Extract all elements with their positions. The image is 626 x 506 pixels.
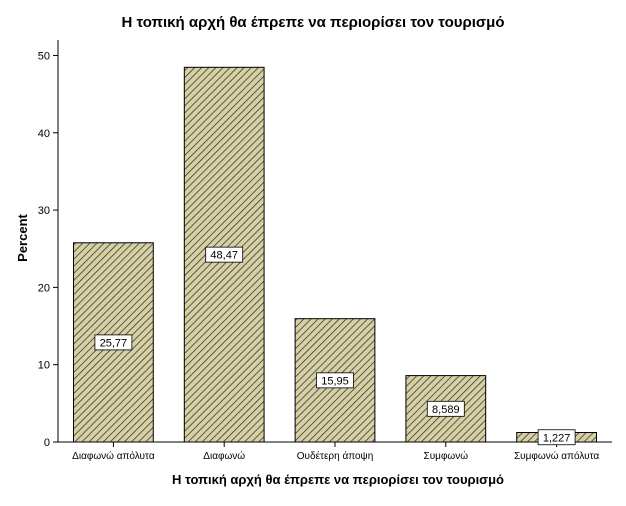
y-tick-label: 0 — [44, 437, 50, 449]
y-axis-label: Percent — [15, 213, 30, 261]
data-label-box — [94, 334, 133, 351]
x-tick-label: Διαφωνώ — [203, 450, 245, 462]
bars-group: 25,77 48,47 15,95 8,589 1,227 — [73, 66, 597, 446]
data-label-box — [537, 429, 576, 446]
data-label: 1,227 — [543, 432, 571, 444]
data-label-box — [426, 400, 465, 417]
data-label-box — [316, 372, 354, 389]
x-tick-label: Συμφωνώ — [424, 450, 469, 462]
y-tick-label: 50 — [38, 50, 50, 62]
chart-title: Η τοπική αρχή θα έπρεπε να περιορίσει το… — [121, 14, 504, 31]
x-axis: Διαφωνώ απόλυτα Διαφωνώ Ουδέτερη άποψη Συμφ… — [58, 441, 612, 462]
data-label-box — [205, 246, 244, 263]
x-tick-label: Ουδέτερη άποψη — [297, 450, 374, 462]
y-tick-label: 30 — [38, 205, 50, 217]
data-label: 8,589 — [432, 404, 460, 416]
y-tick-label: 40 — [38, 128, 50, 140]
data-label: 48,47 — [210, 250, 238, 262]
y-axis: 0 10 20 30 40 50 — [38, 40, 59, 449]
y-tick-label: 10 — [38, 360, 50, 372]
data-label: 15,95 — [321, 375, 349, 387]
x-tick-label: Συμφωνώ απόλυτα — [514, 450, 599, 462]
x-axis-label: Η τοπική αρχή θα έπρεπε να περιορίσει το… — [172, 472, 504, 487]
x-tick-label: Διαφωνώ απόλυτα — [72, 450, 155, 462]
y-tick-label: 20 — [38, 282, 50, 294]
data-label: 25,77 — [100, 337, 128, 349]
